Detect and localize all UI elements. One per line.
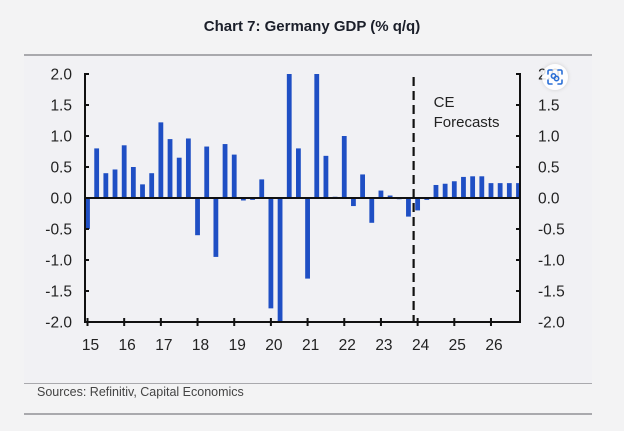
bar-2025Q3 (470, 176, 476, 198)
bar-2017Q4 (185, 138, 191, 198)
bar-2022Q4 (369, 198, 375, 223)
left-y-tick-label: 0.0 (50, 191, 72, 208)
bars-group (85, 74, 521, 322)
left-y-tick-label: 1.5 (50, 98, 72, 115)
bar-2026Q1 (488, 183, 494, 198)
left-y-tick-label: 1.0 (50, 129, 72, 146)
x-tick-label: 15 (82, 337, 99, 354)
bar-2017Q1 (158, 122, 164, 198)
left-y-tick-label: 0.5 (50, 160, 72, 177)
top-divider (24, 54, 592, 56)
bar-2017Q2 (167, 139, 173, 198)
bar-2026Q4 (516, 183, 521, 198)
bar-2021Q1 (305, 198, 310, 279)
left-y-tick-label: 2.0 (50, 67, 72, 84)
x-tick-label: 18 (192, 337, 209, 354)
bar-2022Q2 (351, 198, 356, 207)
right-y-tick-label: 1.5 (538, 98, 560, 115)
right-y-tick-label: -0.5 (538, 222, 565, 239)
bar-2025Q1 (451, 181, 457, 198)
left-y-tick-label: -1.0 (45, 253, 72, 270)
x-tick-label: 21 (302, 337, 319, 354)
x-tick-label: 25 (449, 337, 466, 354)
bar-2016Q3 (140, 184, 145, 198)
x-tick-label: 20 (265, 337, 283, 354)
forecast-label-line2: Forecasts (434, 114, 500, 131)
bar-2026Q2 (497, 183, 503, 198)
right-y-tick-label: 0.0 (538, 191, 560, 208)
x-tick-label: 24 (412, 337, 430, 354)
bar-2017Q3 (176, 157, 182, 198)
bar-2019Q1 (231, 154, 237, 198)
bar-2026Q3 (506, 183, 512, 198)
bar-2020Q3 (286, 74, 292, 198)
bottom-divider (24, 413, 592, 415)
x-tick-label: 22 (339, 337, 356, 354)
bar-2019Q2 (240, 198, 246, 201)
left-y-tick-label: -1.5 (45, 284, 72, 301)
bar-2015Q3 (103, 173, 109, 198)
chart-title: Chart 7: Germany GDP (% q/q) (203, 18, 421, 35)
sources-note: Sources: Refinitiv, Capital Economics (37, 385, 244, 399)
bar-2015Q1 (85, 198, 90, 229)
right-y-tick-label: -1.0 (538, 253, 565, 270)
x-tick-label: 16 (119, 337, 136, 354)
visual-search-button[interactable] (542, 64, 568, 90)
bar-2015Q2 (94, 148, 100, 198)
bar-2021Q3 (323, 155, 329, 198)
left-y-tick-label: -0.5 (45, 222, 72, 239)
bar-2024Q1 (415, 198, 421, 211)
forecast-annotation-group: CE Forecasts (412, 77, 500, 322)
bar-2018Q4 (222, 144, 228, 198)
bar-2024Q3 (433, 184, 439, 198)
bar-2023Q2 (387, 195, 393, 198)
axes-group: 2.02.01.51.51.01.00.50.50.00.0-0.5-0.5-1… (45, 67, 565, 355)
x-tick-label: 26 (485, 337, 502, 354)
x-tick-label: 23 (375, 337, 392, 354)
bar-2022Q1 (341, 136, 347, 198)
bar-2018Q3 (213, 198, 219, 257)
visual-search-icon (547, 69, 563, 85)
bar-2019Q4 (259, 179, 265, 198)
forecast-label-line1: CE (434, 94, 455, 111)
bar-2022Q3 (360, 174, 365, 198)
bar-2024Q4 (442, 183, 448, 198)
bar-2025Q4 (479, 176, 485, 198)
left-y-tick-label: -2.0 (45, 315, 72, 332)
right-y-tick-label: -1.5 (538, 284, 565, 301)
bar-2018Q2 (204, 146, 210, 198)
right-y-tick-label: 0.5 (538, 160, 560, 177)
bar-2020Q4 (296, 148, 301, 198)
bar-2016Q1 (121, 145, 127, 198)
bar-2023Q4 (406, 198, 411, 217)
x-tick-label: 17 (155, 337, 172, 354)
bar-2020Q1 (268, 198, 274, 309)
bar-2016Q4 (149, 173, 155, 198)
bar-2015Q4 (112, 169, 118, 198)
sources-top-divider (24, 383, 592, 384)
bar-2023Q1 (378, 190, 384, 198)
bar-2020Q2 (277, 198, 283, 322)
right-y-tick-label: -2.0 (538, 315, 565, 332)
right-y-tick-label: 1.0 (538, 129, 560, 146)
bar-2021Q2 (314, 74, 320, 198)
bar-2016Q2 (130, 167, 136, 198)
x-tick-label: 19 (229, 337, 246, 354)
bar-2018Q1 (195, 198, 200, 236)
bar-2025Q2 (461, 176, 466, 198)
